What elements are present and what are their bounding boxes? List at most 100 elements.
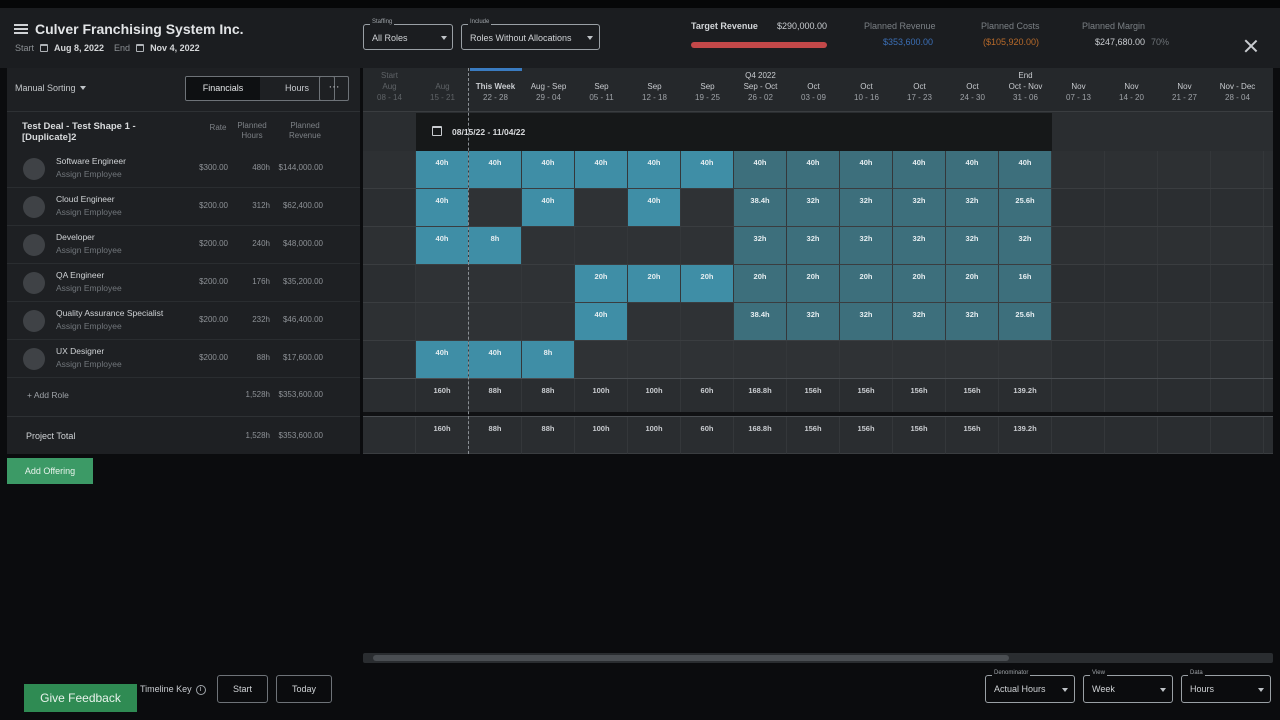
allocation-cell[interactable] [1211,341,1264,378]
allocation-cell[interactable] [893,341,946,378]
allocation-cell[interactable]: 32h [840,189,893,226]
give-feedback-button[interactable]: Give Feedback [24,684,137,712]
add-role-button[interactable]: + Add Role [27,390,69,400]
allocation-cell[interactable] [575,341,628,378]
timeline-key[interactable]: Timeline Key i [140,684,206,695]
more-button[interactable]: ··· [319,76,349,101]
allocation-cell[interactable] [1105,341,1158,378]
include-select[interactable]: Include Roles Without Allocations [461,19,600,50]
allocation-cell[interactable]: 40h [416,189,469,226]
role-name[interactable]: UX Designer [56,346,105,356]
allocation-cell[interactable]: 40h [416,341,469,378]
assign-employee-link[interactable]: Assign Employee [56,169,122,179]
allocation-cell[interactable]: 20h [734,265,787,302]
denominator-select[interactable]: Denominator Actual Hours [985,670,1075,703]
allocation-cell[interactable]: 32h [893,227,946,264]
allocation-cell[interactable]: 40h [575,303,628,340]
allocation-cell[interactable] [946,341,999,378]
role-row[interactable]: Quality Assurance Specialist Assign Empl… [7,302,360,340]
allocation-cell[interactable] [575,189,628,226]
allocation-cell[interactable] [999,341,1052,378]
allocation-cell[interactable]: 40h [840,151,893,188]
allocation-cell[interactable] [1211,189,1264,226]
assign-employee-link[interactable]: Assign Employee [56,207,122,217]
allocation-cell[interactable] [1105,303,1158,340]
target-revenue-value[interactable]: $290,000.00 [777,21,828,31]
allocation-cell[interactable]: 32h [946,303,999,340]
avatar[interactable] [23,158,45,180]
role-name[interactable]: Software Engineer [56,156,126,166]
allocation-cell[interactable] [681,341,734,378]
allocation-cell[interactable]: 32h [787,227,840,264]
allocation-cell[interactable] [1211,303,1264,340]
allocation-cell[interactable] [681,227,734,264]
allocation-cell[interactable] [1105,227,1158,264]
allocation-cell[interactable] [1158,227,1211,264]
allocation-cell[interactable] [522,227,575,264]
allocation-cell[interactable]: 32h [893,189,946,226]
allocation-cell[interactable]: 32h [734,227,787,264]
timeline-scrollbar[interactable] [363,653,1273,663]
role-name[interactable]: Cloud Engineer [56,194,115,204]
allocation-cell[interactable] [469,189,522,226]
allocation-cell[interactable]: 32h [893,303,946,340]
allocation-cell[interactable]: 20h [840,265,893,302]
allocation-cell[interactable]: 20h [681,265,734,302]
allocation-cell[interactable]: 40h [575,151,628,188]
assign-employee-link[interactable]: Assign Employee [56,283,122,293]
assign-employee-link[interactable]: Assign Employee [56,359,122,369]
end-date[interactable]: Nov 4, 2022 [150,43,200,53]
allocation-cell[interactable] [363,189,416,226]
allocation-cell[interactable] [628,303,681,340]
allocation-cell[interactable]: 40h [416,227,469,264]
allocation-cell[interactable] [363,341,416,378]
avatar[interactable] [23,348,45,370]
role-name[interactable]: Developer [56,232,95,242]
today-button[interactable]: Today [276,675,332,703]
allocation-cell[interactable]: 32h [946,189,999,226]
allocation-cell[interactable]: 32h [787,189,840,226]
hours-tab[interactable]: Hours [284,83,309,93]
allocation-cell[interactable]: 20h [893,265,946,302]
allocation-cell[interactable] [363,151,416,188]
staffing-select[interactable]: Staffing All Roles [363,19,453,50]
allocation-cell[interactable]: 32h [840,303,893,340]
allocation-cell[interactable] [1105,265,1158,302]
allocation-cell[interactable]: 40h [787,151,840,188]
role-row[interactable]: Software Engineer Assign Employee $300.0… [7,150,360,188]
start-date[interactable]: Aug 8, 2022 [54,43,105,53]
allocation-cell[interactable]: 32h [999,227,1052,264]
allocation-cell[interactable] [363,265,416,302]
allocation-cell[interactable] [1052,151,1105,188]
allocation-cell[interactable]: 32h [946,227,999,264]
role-row[interactable]: QA Engineer Assign Employee $200.00 176h… [7,264,360,302]
allocation-cell[interactable] [1105,151,1158,188]
allocation-cell[interactable]: 20h [946,265,999,302]
allocation-cell[interactable]: 8h [469,227,522,264]
role-name[interactable]: Quality Assurance Specialist [56,308,164,318]
allocation-cell[interactable] [416,303,469,340]
allocation-cell[interactable]: 38.4h [734,303,787,340]
allocation-cell[interactable] [469,265,522,302]
allocation-cell[interactable] [575,227,628,264]
allocation-cell[interactable]: 25.6h [999,303,1052,340]
allocation-cell[interactable] [363,303,416,340]
allocation-cell[interactable] [363,227,416,264]
allocation-cell[interactable] [787,341,840,378]
allocation-cell[interactable]: 40h [522,151,575,188]
avatar[interactable] [23,272,45,294]
allocation-cell[interactable] [416,265,469,302]
allocation-cell[interactable] [1158,265,1211,302]
allocation-cell[interactable] [1052,303,1105,340]
allocation-cell[interactable]: 20h [787,265,840,302]
allocation-cell[interactable] [1211,227,1264,264]
allocation-cell[interactable] [1158,303,1211,340]
allocation-cell[interactable] [1211,151,1264,188]
allocation-cell[interactable] [522,303,575,340]
avatar[interactable] [23,196,45,218]
allocation-cell[interactable] [628,341,681,378]
role-row[interactable]: UX Designer Assign Employee $200.00 88h … [7,340,360,378]
allocation-cell[interactable] [1052,189,1105,226]
allocation-cell[interactable]: 40h [681,151,734,188]
close-icon[interactable] [1244,39,1258,53]
